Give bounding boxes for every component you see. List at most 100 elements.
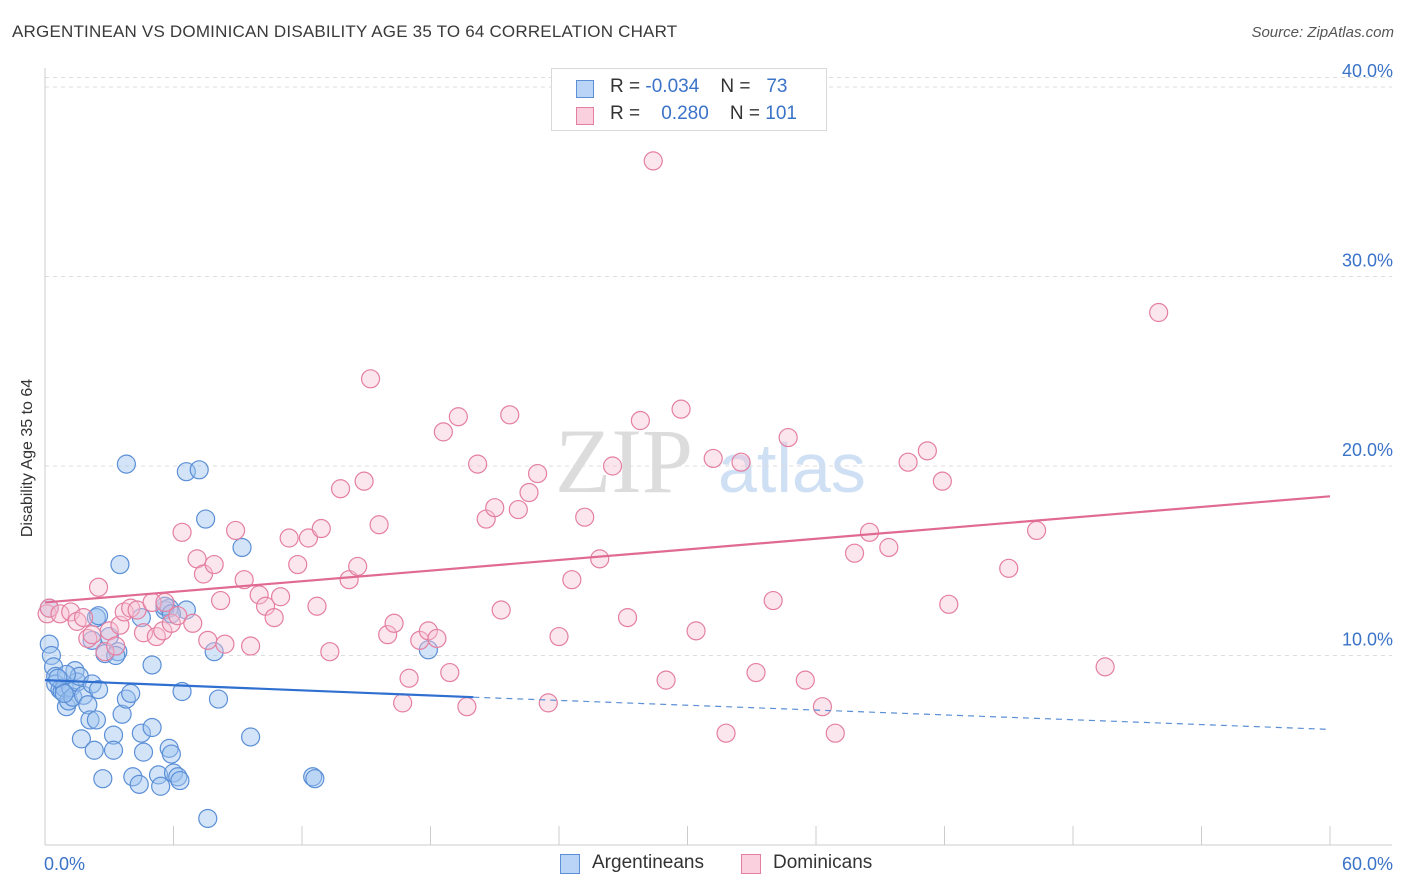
- point-argentineans-32: [110, 554, 130, 575]
- point-argentineans-34: [112, 704, 132, 724]
- point-dominicans-48: [360, 369, 381, 389]
- point-dominicans-8: [88, 577, 109, 597]
- point-argentineans-41: [142, 655, 162, 675]
- point-dominicans-42: [311, 518, 331, 539]
- point-argentineans-50: [172, 681, 192, 702]
- point-argentineans-30: [103, 740, 124, 760]
- point-dominicans-33: [241, 636, 261, 656]
- point-dominicans-46: [348, 556, 368, 577]
- point-dominicans-98: [1026, 520, 1047, 541]
- point-dominicans-7: [82, 625, 102, 645]
- point-argentineans-57: [196, 509, 216, 529]
- point-dominicans-67: [519, 482, 539, 503]
- correlation-legend: R = -0.034 N = 73 R = 0.280 N = 101: [551, 68, 827, 131]
- point-argentineans-44: [151, 776, 171, 796]
- point-dominicans-85: [763, 590, 783, 611]
- point-dominicans-38: [279, 528, 299, 548]
- point-dominicans-76: [630, 410, 650, 431]
- point-dominicans-28: [204, 554, 224, 575]
- point-dominicans-56: [427, 628, 447, 649]
- point-dominicans-58: [440, 662, 460, 683]
- point-argentineans-16: [71, 729, 92, 749]
- point-dominicans-63: [485, 498, 505, 518]
- point-dominicans-100: [1149, 302, 1169, 323]
- point-dominicans-53: [399, 668, 419, 688]
- point-dominicans-95: [932, 471, 952, 491]
- point-dominicans-78: [656, 670, 676, 690]
- point-dominicans-11: [106, 636, 126, 656]
- point-dominicans-77: [643, 151, 663, 171]
- series-swatch-dominicans: [741, 854, 761, 874]
- point-argentineans-40: [133, 742, 154, 762]
- point-dominicans-27: [198, 630, 218, 650]
- point-dominicans-86: [778, 427, 798, 448]
- point-argentineans-26: [93, 769, 113, 789]
- point-dominicans-49: [369, 515, 389, 535]
- point-argentineans-23: [86, 710, 107, 730]
- point-argentineans-36: [121, 683, 141, 704]
- series-label-dominicans: Dominicans: [773, 852, 873, 873]
- point-dominicans-24: [183, 613, 203, 633]
- point-dominicans-31: [226, 520, 246, 541]
- point-dominicans-68: [527, 463, 548, 484]
- point-dominicans-94: [917, 441, 937, 461]
- point-dominicans-92: [879, 537, 899, 558]
- point-dominicans-96: [939, 594, 959, 614]
- point-dominicans-47: [354, 471, 374, 491]
- point-dominicans-41: [307, 596, 327, 616]
- point-dominicans-74: [602, 456, 623, 476]
- point-dominicans-69: [538, 693, 558, 713]
- trend-line-argentineans: [44, 679, 474, 699]
- legend-n-value-argentineans: 73: [766, 76, 788, 97]
- point-dominicans-59: [448, 407, 468, 427]
- point-argentineans-56: [189, 460, 209, 480]
- point-dominicans-34: [249, 585, 269, 605]
- point-dominicans-5: [73, 607, 94, 628]
- point-dominicans-37: [270, 587, 291, 607]
- trend-line-dominicans: [44, 495, 1331, 604]
- point-dominicans-90: [844, 543, 865, 563]
- point-argentineans-58: [198, 808, 218, 829]
- y-tick-label-30: 30.0%: [1342, 251, 1393, 271]
- point-dominicans-57: [433, 422, 453, 442]
- point-dominicans-80: [686, 621, 706, 641]
- point-dominicans-30: [215, 634, 235, 654]
- legend-swatch-argentineans: [576, 80, 594, 98]
- watermark-zip: ZIP: [555, 410, 693, 512]
- point-dominicans-40: [298, 528, 319, 548]
- chart-title: ARGENTINEAN VS DOMINICAN DISABILITY AGE …: [12, 22, 678, 41]
- point-argentineans-60: [208, 689, 229, 709]
- legend-n-label: N =: [720, 76, 751, 97]
- point-dominicans-99: [1095, 657, 1115, 677]
- series-label-argentineans: Argentineans: [592, 852, 704, 873]
- point-dominicans-61: [468, 454, 488, 474]
- point-dominicans-52: [393, 693, 413, 713]
- point-dominicans-65: [500, 405, 520, 425]
- point-dominicans-82: [716, 723, 736, 743]
- point-dominicans-51: [384, 613, 404, 633]
- point-dominicans-29: [211, 590, 231, 611]
- point-argentineans-66: [88, 606, 109, 626]
- point-dominicans-73: [590, 549, 610, 569]
- point-dominicans-26: [193, 564, 214, 584]
- x-tick-label-60: 60.0%: [1342, 854, 1393, 874]
- point-dominicans-88: [812, 697, 833, 717]
- point-dominicans-39: [288, 554, 308, 575]
- point-dominicans-89: [825, 723, 845, 743]
- x-tick-label-0: 0.0%: [44, 854, 85, 874]
- point-argentineans-72: [54, 683, 74, 704]
- point-argentineans-42: [142, 717, 162, 738]
- legend-n-value-dominicans: 101: [765, 103, 797, 124]
- point-dominicans-43: [320, 642, 340, 662]
- point-argentineans-37: [123, 767, 143, 787]
- point-argentineans-38: [129, 774, 149, 794]
- point-dominicans-87: [795, 670, 815, 690]
- series-swatch-argentineans: [560, 854, 580, 874]
- point-argentineans-62: [241, 727, 261, 747]
- legend-n-label: N =: [729, 103, 761, 124]
- point-dominicans-1: [39, 598, 59, 618]
- point-dominicans-50: [378, 625, 398, 645]
- point-dominicans-22: [168, 606, 188, 626]
- point-dominicans-66: [508, 499, 528, 520]
